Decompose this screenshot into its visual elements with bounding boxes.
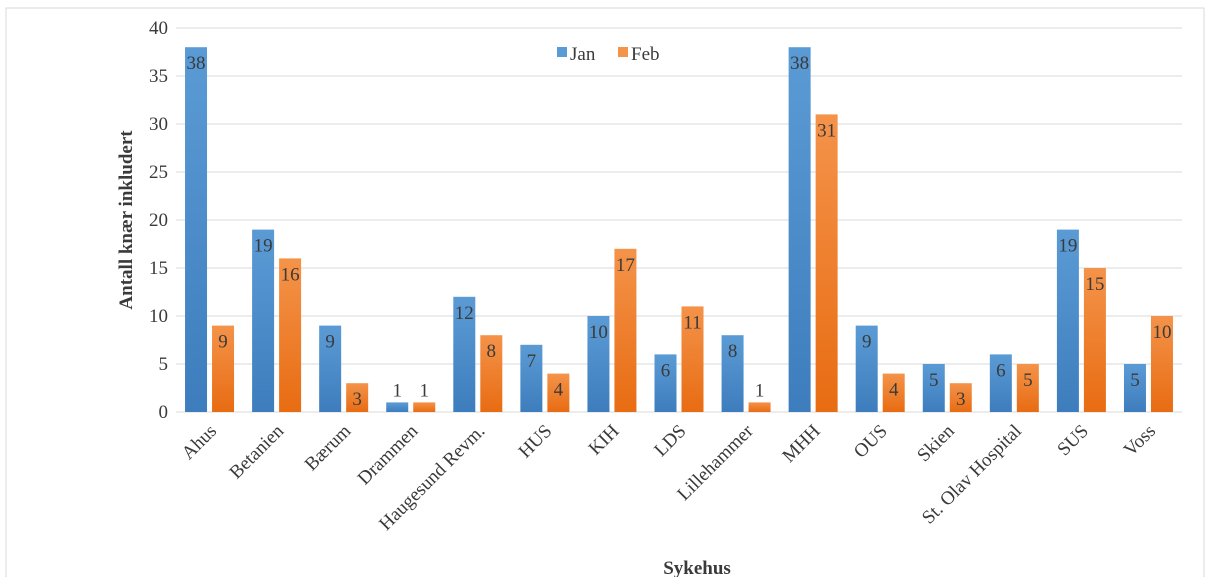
legend-swatch-jan <box>557 47 567 57</box>
data-label: 19 <box>254 236 273 257</box>
data-label: 3 <box>956 389 966 410</box>
bar-feb <box>212 325 235 412</box>
data-label: 8 <box>487 341 497 362</box>
y-tick-label: 35 <box>149 66 168 87</box>
legend: Jan Feb <box>557 44 660 65</box>
data-label: 38 <box>187 53 206 74</box>
bar-jan <box>654 354 677 412</box>
data-label: 10 <box>589 322 608 343</box>
data-label: 7 <box>527 351 537 372</box>
data-label: 38 <box>790 53 809 74</box>
bar-jan <box>587 316 610 412</box>
data-label: 6 <box>661 360 671 381</box>
bar-feb <box>681 306 704 412</box>
x-category-label: Betanien <box>226 420 289 483</box>
bar-jan <box>788 47 811 412</box>
bar-feb <box>1083 268 1106 412</box>
data-label: 17 <box>616 255 635 276</box>
bar-jan <box>1123 364 1146 412</box>
x-category-label: Drammen <box>354 420 423 489</box>
bar-jan <box>453 296 476 412</box>
bar-feb <box>949 383 972 412</box>
bar-feb <box>1016 364 1039 412</box>
bar-feb <box>1150 316 1173 412</box>
bar-feb <box>346 383 369 412</box>
y-tick-label: 5 <box>159 354 169 375</box>
data-label: 4 <box>889 380 899 401</box>
bar-jan <box>386 402 409 412</box>
data-label: 15 <box>1085 274 1104 295</box>
y-tick-label: 40 <box>149 18 168 39</box>
bar-feb <box>882 373 905 412</box>
data-label: 9 <box>862 332 872 353</box>
bar-jan <box>185 47 208 412</box>
data-label: 5 <box>1023 370 1033 391</box>
bar-feb <box>547 373 570 412</box>
data-label: 3 <box>352 389 362 410</box>
y-tick-label: 25 <box>149 162 168 183</box>
data-label: 1 <box>755 380 765 401</box>
x-category-label: MHH <box>778 420 824 466</box>
data-label: 11 <box>683 312 701 333</box>
data-label: 5 <box>929 370 939 391</box>
bar-jan <box>252 229 275 412</box>
data-label: 6 <box>996 360 1006 381</box>
legend-swatch-feb <box>618 47 628 57</box>
legend-label-feb: Feb <box>631 44 660 65</box>
x-category-label: LDS <box>650 421 690 461</box>
y-tick-label: 20 <box>149 210 168 231</box>
data-label: 16 <box>281 264 300 285</box>
data-label: 8 <box>728 341 738 362</box>
y-axis-ticks: 0 5 10 15 20 25 30 35 40 <box>149 18 168 423</box>
x-category-label: SUS <box>1053 421 1092 460</box>
x-category-label: KIH <box>585 420 624 459</box>
data-label: 1 <box>392 380 402 401</box>
x-category-label: Ahus <box>178 421 221 464</box>
data-label: 31 <box>817 120 836 141</box>
x-category-label: Skien <box>913 420 959 466</box>
data-label: 9 <box>218 332 228 353</box>
bar-jan <box>922 364 945 412</box>
gridlines <box>176 27 1182 413</box>
bar-jan <box>1056 229 1079 412</box>
bar-feb <box>614 248 637 412</box>
y-tick-label: 10 <box>149 306 168 327</box>
legend-label-jan: Jan <box>570 44 596 65</box>
bar-jan <box>989 354 1012 412</box>
data-label: 19 <box>1058 236 1077 257</box>
bar-jan <box>520 344 543 412</box>
bars <box>185 47 1173 413</box>
bar-feb <box>480 335 503 412</box>
x-category-label: OUS <box>850 421 892 463</box>
data-label: 10 <box>1152 322 1171 343</box>
x-category-label: HUS <box>515 421 557 463</box>
y-tick-label: 0 <box>159 402 169 423</box>
x-axis-title: Sykehus <box>663 558 731 577</box>
x-category-label: Voss <box>1120 421 1160 461</box>
bar-feb <box>815 114 838 413</box>
bar-jan <box>721 335 744 412</box>
bar-feb <box>413 402 436 412</box>
data-label: 9 <box>325 332 335 353</box>
y-axis-title: Antall knær inkludert <box>116 130 137 310</box>
y-tick-label: 15 <box>149 258 168 279</box>
data-label: 4 <box>554 380 564 401</box>
y-tick-label: 30 <box>149 114 168 135</box>
bar-jan <box>855 325 878 412</box>
x-category-label: Bærum <box>301 421 356 476</box>
chart-frame <box>5 7 1205 582</box>
bar-jan <box>319 325 342 412</box>
data-label: 12 <box>455 303 474 324</box>
bar-feb <box>748 402 771 412</box>
data-label: 1 <box>419 380 429 401</box>
bar-feb <box>279 258 302 412</box>
data-label: 5 <box>1130 370 1140 391</box>
